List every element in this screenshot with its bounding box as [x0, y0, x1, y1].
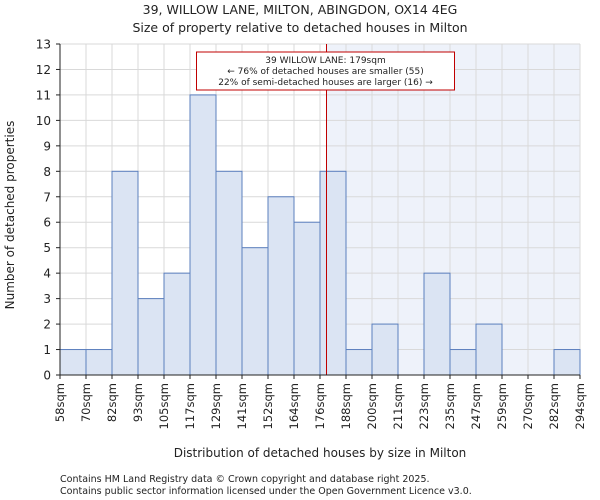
histogram-bar — [85, 349, 113, 376]
histogram-bar — [189, 94, 217, 376]
x-tick-label: 188sqm — [339, 383, 353, 429]
x-tick-label: 70sqm — [79, 383, 93, 422]
histogram-bar — [293, 221, 321, 376]
annotation-box — [196, 51, 455, 91]
x-tick-label: 259sqm — [495, 383, 509, 429]
larger-region-shade — [326, 44, 580, 375]
chart-title: 39, WILLOW LANE, MILTON, ABINGDON, OX14 … — [143, 2, 458, 17]
x-tick-labels: 58sqm 70sqm 82sqm 93sqm 105sqm 117sqm 129sqm 14… — [53, 375, 587, 429]
histogram-bar — [137, 298, 165, 376]
histogram-bar — [111, 170, 139, 376]
histogram-bar — [267, 196, 295, 376]
y-tick-label: 9 — [43, 139, 51, 153]
annotation-line: ← 76% of detached houses are smaller (55… — [227, 67, 424, 77]
y-tick-label: 11 — [36, 88, 51, 102]
histogram-bar — [163, 272, 191, 376]
x-tick-label: 105sqm — [157, 383, 171, 429]
x-tick-label: 141sqm — [235, 383, 249, 429]
y-tick-label: 3 — [43, 292, 51, 306]
x-tick-label: 235sqm — [443, 383, 457, 429]
x-tick-label: 93sqm — [131, 383, 145, 422]
bars — [59, 94, 581, 376]
x-tick-label: 176sqm — [313, 383, 327, 429]
chart-subtitle: Size of property relative to detached ho… — [132, 20, 467, 35]
x-tick-label: 270sqm — [521, 383, 535, 429]
x-tick-label: 200sqm — [365, 383, 379, 429]
y-tick-label: 6 — [43, 216, 51, 230]
x-tick-label: 129sqm — [209, 383, 223, 429]
histogram-bar — [475, 323, 503, 376]
y-axis-label: Number of detached properties — [3, 121, 17, 310]
x-tick-label: 223sqm — [417, 383, 431, 429]
annotation-line: 39 WILLOW LANE: 179sqm — [265, 56, 385, 66]
annotation-line: 22% of semi-detached houses are larger (… — [218, 78, 433, 88]
histogram-bar — [553, 349, 581, 376]
y-tick-label: 0 — [43, 369, 51, 383]
y-tick-label: 10 — [36, 114, 51, 128]
histogram-bar — [371, 323, 399, 376]
x-axis-label: Distribution of detached houses by size … — [174, 446, 467, 460]
histogram-bar — [59, 349, 87, 376]
y-tick-label: 13 — [36, 38, 51, 52]
y-tick-label: 2 — [43, 318, 51, 332]
histogram-bar — [345, 349, 373, 376]
y-tick-label: 12 — [36, 63, 51, 77]
histogram-bar — [215, 170, 243, 376]
x-tick-label: 247sqm — [469, 383, 483, 429]
y-tick-label: 7 — [43, 190, 51, 204]
x-tick-label: 82sqm — [105, 383, 119, 422]
histogram-bar — [319, 170, 347, 376]
property-marker: 39 WILLOW LANE: 179sqm← 76% of detached … — [196, 44, 455, 375]
footer-line-2: Contains public sector information licen… — [60, 486, 472, 497]
histogram-bar — [449, 349, 477, 376]
x-tick-label: 282sqm — [547, 383, 561, 429]
y-tick-label: 1 — [43, 343, 51, 357]
plot-background — [326, 44, 580, 375]
x-tick-label: 164sqm — [287, 383, 301, 429]
histogram-bar — [423, 272, 451, 376]
footer-line-1: Contains HM Land Registry data © Crown c… — [60, 474, 430, 485]
y-tick-label: 5 — [43, 241, 51, 255]
x-tick-label: 58sqm — [53, 383, 67, 422]
y-tick-label: 8 — [43, 165, 51, 179]
x-tick-label: 117sqm — [183, 383, 197, 429]
histogram-bar — [241, 247, 269, 376]
x-tick-label: 211sqm — [391, 383, 405, 429]
x-tick-label: 152sqm — [261, 383, 275, 429]
y-tick-label: 4 — [43, 267, 51, 281]
x-tick-label: 294sqm — [573, 383, 587, 429]
